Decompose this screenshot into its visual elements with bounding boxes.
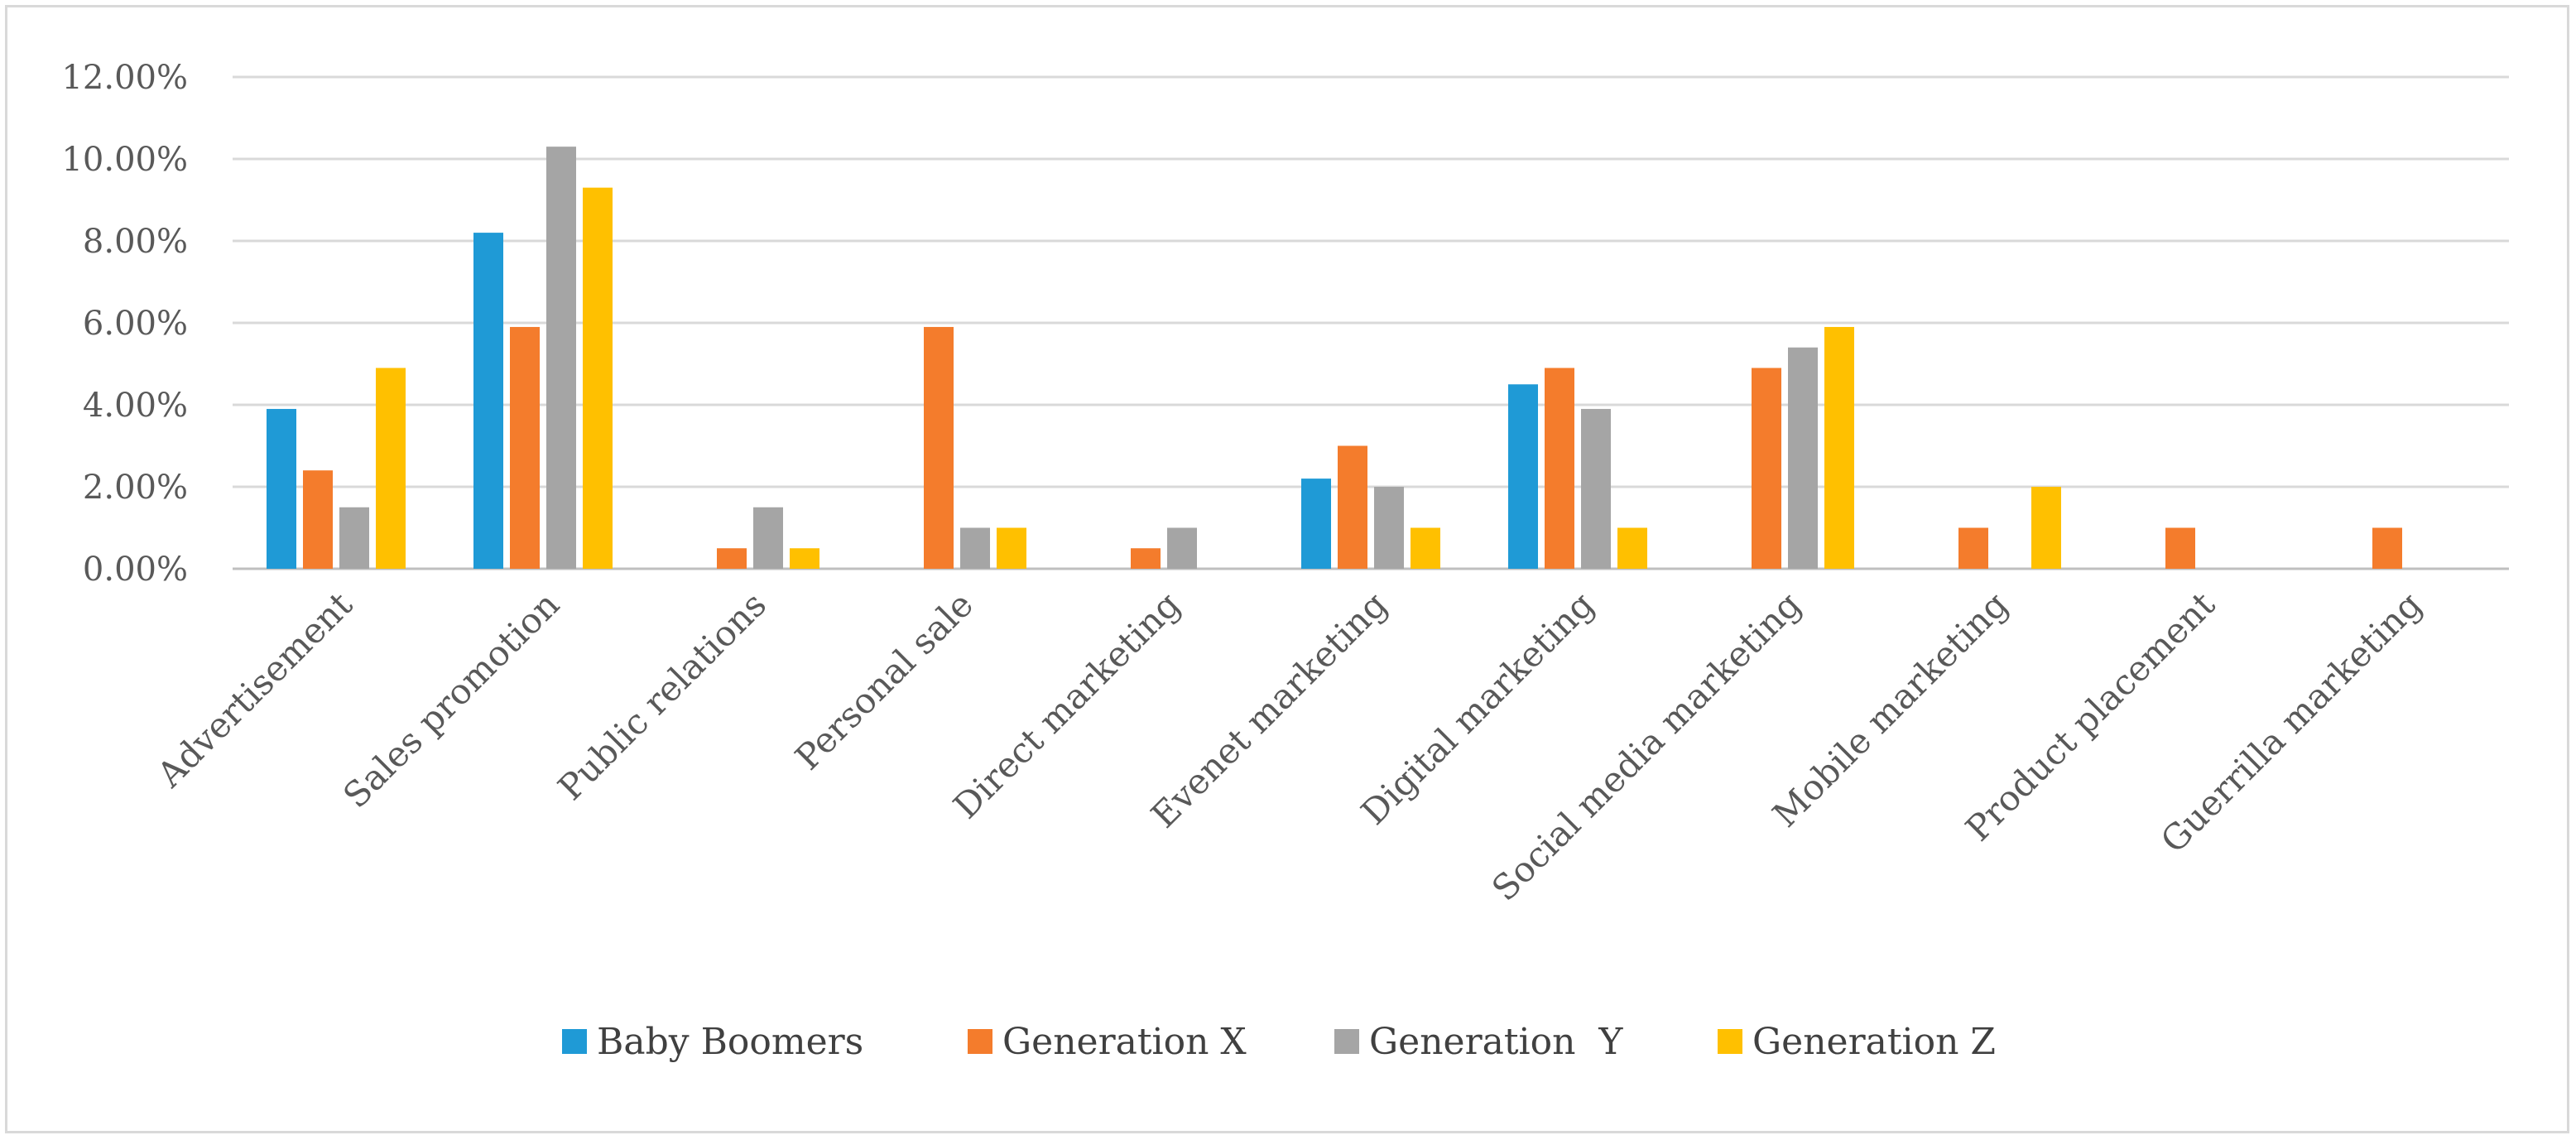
y-tick-label: 0.00% [83,551,188,589]
category-label: Evenet marketing [1143,584,1395,835]
bar-baby-boomers-6 [1508,384,1538,569]
y-tick-label: 4.00% [83,387,188,425]
bar-generation-x-8 [1958,527,1988,569]
bar-generation-x-2 [717,548,747,569]
legend-swatch [562,1029,587,1054]
bar-baby-boomers-5 [1301,479,1331,569]
legend-label: Generation Z [1752,1021,1996,1063]
y-axis-ticks: 0.00% 2.00% 4.00% 6.00% 8.00% 10.00% 12.00% [61,59,188,589]
category-label: Advertisement [149,584,360,795]
y-tick-label: 12.00% [61,59,188,97]
bar-generation-z-3 [997,527,1026,569]
bar-generation-x-9 [2165,527,2195,569]
y-tick-label: 8.00% [83,223,188,261]
bar-generation-x-4 [1131,548,1161,569]
bar-generation-y-7 [1788,347,1818,569]
bar-generation-x-1 [510,326,540,569]
bar-generation-y-2 [753,507,783,569]
bar-generation-y-3 [960,527,990,569]
category-label: Public relations [550,584,775,808]
legend-label: Generation X [1002,1021,1247,1063]
bar-generation-x-3 [924,326,954,569]
bar-generation-z-1 [583,187,613,569]
legend: Baby Boomers Generation X Generation Y Gene… [562,1021,1996,1063]
category-label: Mobile marketing [1765,584,2016,835]
bar-generation-z-5 [1411,527,1440,569]
bar-generation-z-8 [2031,487,2061,569]
chart-frame: 0.00% 2.00% 4.00% 6.00% 8.00% 10.00% 12.00% Ad… [5,5,2569,1133]
bar-generation-y-0 [339,507,369,569]
bar-generation-y-5 [1374,487,1404,569]
category-label: Digital marketing [1353,584,1602,832]
legend-swatch [968,1029,992,1054]
y-tick-label: 10.00% [61,141,188,179]
bar-generation-x-10 [2372,527,2402,569]
bars [267,147,2402,569]
bar-generation-z-2 [790,548,819,569]
bar-generation-y-4 [1167,527,1197,569]
category-label: Sales promotion [335,584,567,815]
bar-generation-x-5 [1338,445,1367,569]
bar-generation-y-6 [1581,408,1611,569]
bar-generation-y-1 [546,147,576,569]
legend-label: Generation Y [1369,1021,1623,1063]
legend-swatch [1334,1029,1359,1054]
bar-generation-z-0 [376,368,406,569]
y-tick-label: 6.00% [83,305,188,343]
legend-label: Baby Boomers [597,1021,863,1063]
bar-generation-z-7 [1824,326,1854,569]
category-label: Direct marketing [945,584,1188,826]
bar-generation-x-0 [303,470,333,569]
bar-generation-x-7 [1752,368,1781,569]
category-label: Personal sale [787,584,981,777]
y-tick-label: 2.00% [83,469,188,507]
bar-baby-boomers-1 [473,233,503,569]
legend-swatch [1718,1029,1742,1054]
bar-generation-z-6 [1617,527,1647,569]
bar-generation-x-6 [1545,368,1574,569]
bar-chart: 0.00% 2.00% 4.00% 6.00% 8.00% 10.00% 12.00% Ad… [61,59,2509,1063]
bar-baby-boomers-0 [267,408,296,569]
